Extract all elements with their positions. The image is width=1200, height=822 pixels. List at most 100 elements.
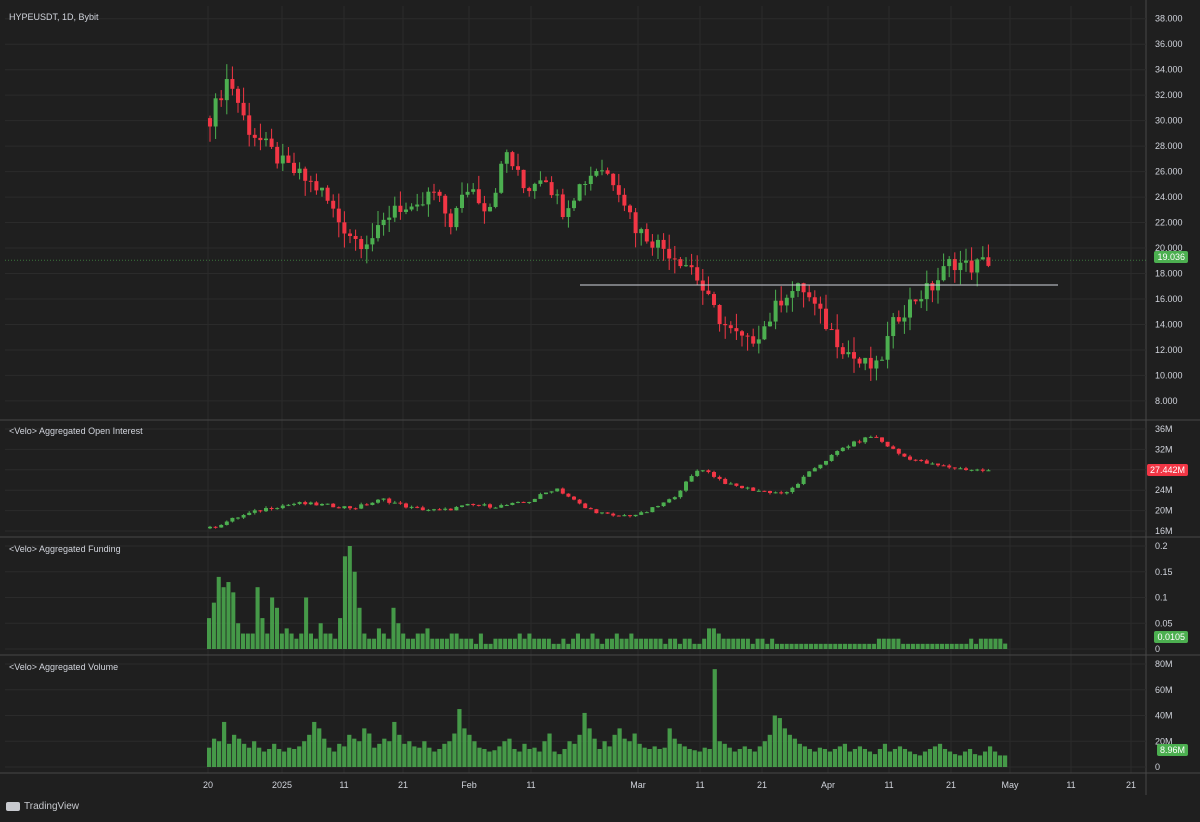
price-candle-body	[835, 329, 840, 348]
price-candle-body	[986, 257, 991, 266]
volume-bar	[427, 747, 432, 767]
oi-candle-body	[874, 436, 879, 438]
funding-bar	[745, 638, 750, 649]
funding-bar	[944, 643, 949, 649]
volume-bar	[992, 751, 998, 767]
oi-candle-body	[465, 503, 470, 506]
oi-candle-body	[706, 470, 711, 473]
funding-bar	[420, 633, 425, 649]
price-candle-body	[269, 138, 274, 147]
volume-bar	[272, 743, 277, 767]
y-tick-label: 0.2	[1155, 541, 1168, 551]
volume-bar	[462, 728, 467, 767]
funding-title[interactable]: <Velo> Aggregated Funding	[9, 544, 121, 554]
price-candle-body	[605, 170, 610, 174]
volume-bar	[752, 751, 757, 767]
funding-bar	[673, 638, 678, 649]
price-candle-body	[667, 248, 672, 259]
funding-bar	[245, 633, 250, 649]
volume-bar	[937, 743, 943, 767]
funding-bar	[294, 638, 299, 649]
price-candle-body	[874, 360, 879, 369]
funding-bar	[347, 546, 352, 649]
oi-candle-body	[880, 437, 884, 442]
volume-bar	[242, 743, 247, 767]
price-candle-body	[471, 189, 476, 192]
price-candle-body	[560, 194, 565, 218]
y-tick-label: 22.000	[1155, 218, 1183, 228]
oi-candle-body	[717, 476, 722, 479]
funding-bar	[930, 643, 935, 649]
volume-bar	[437, 748, 442, 767]
funding-bar	[386, 638, 391, 649]
volume-bar	[957, 755, 963, 767]
price-candle-body	[314, 181, 319, 191]
oi-candle-body	[488, 504, 492, 508]
oi-candle-body	[236, 517, 240, 519]
oi-candle-body	[269, 508, 274, 510]
funding-bar	[279, 633, 284, 649]
volume-bar	[397, 734, 402, 767]
volume-bar	[822, 748, 827, 767]
y-tick-label: 36.000	[1155, 39, 1183, 49]
funding-bar	[770, 638, 775, 649]
volume-bar	[882, 743, 888, 767]
funding-bar	[784, 643, 789, 649]
oi-candle-body	[980, 469, 985, 471]
oi-candle-body	[684, 481, 688, 491]
price-candle-body	[325, 187, 330, 201]
price-candle-body	[532, 183, 537, 192]
volume-bar	[467, 734, 472, 767]
oi-candle-body	[437, 509, 442, 511]
oi-candle-body	[219, 524, 224, 528]
volume-bar	[827, 751, 832, 767]
price-candle-body	[852, 352, 856, 359]
price-candle-body	[857, 358, 862, 364]
funding-bar	[464, 638, 469, 649]
funding-bar	[551, 643, 556, 649]
price-candle-body	[566, 208, 571, 218]
volume-bar	[932, 746, 938, 767]
oi-candle-body	[577, 499, 582, 504]
price-candle-body	[292, 162, 296, 173]
funding-bar	[512, 638, 517, 649]
funding-bar	[566, 643, 571, 649]
funding-bar	[668, 638, 673, 649]
open-interest-title[interactable]: <Velo> Aggregated Open Interest	[9, 426, 143, 436]
funding-bar	[692, 643, 697, 649]
oi-candle-body	[644, 512, 649, 514]
price-candle-body	[661, 239, 666, 249]
price-candle-body	[969, 260, 974, 273]
funding-bar	[493, 638, 498, 649]
funding-bar	[915, 643, 920, 649]
funding-bar	[804, 643, 809, 649]
oi-candle-body	[689, 476, 694, 482]
price-candle-body	[577, 184, 582, 201]
price-candle-body	[689, 265, 694, 268]
price-candle-body	[465, 191, 470, 195]
volume-bar	[917, 755, 923, 767]
oi-candle-body	[829, 454, 834, 461]
volume-bar	[632, 733, 637, 767]
symbol-title[interactable]: HYPEUSDT, 1D, Bybit	[9, 12, 99, 22]
price-candle-body	[588, 175, 593, 185]
price-candle-body	[504, 152, 509, 164]
funding-bar	[265, 633, 270, 649]
volume-bar	[847, 751, 853, 767]
volume-bar	[482, 748, 487, 767]
y-tick-label: 60M	[1155, 685, 1173, 695]
volume-bar	[772, 715, 777, 767]
tradingview-watermark[interactable]: TradingView	[6, 801, 79, 812]
x-tick-label: 20	[203, 780, 213, 790]
volume-bar	[207, 747, 212, 767]
funding-bar	[503, 638, 508, 649]
volume-bar	[757, 746, 762, 767]
funding-bar	[605, 638, 610, 649]
volume-bar	[377, 743, 382, 767]
price-candle-body	[952, 259, 957, 271]
funding-bar	[779, 643, 784, 649]
volume-bar	[452, 733, 457, 767]
price-candle-body	[308, 180, 313, 182]
volume-title[interactable]: <Velo> Aggregated Volume	[9, 662, 119, 672]
oi-candle-body	[835, 451, 840, 455]
